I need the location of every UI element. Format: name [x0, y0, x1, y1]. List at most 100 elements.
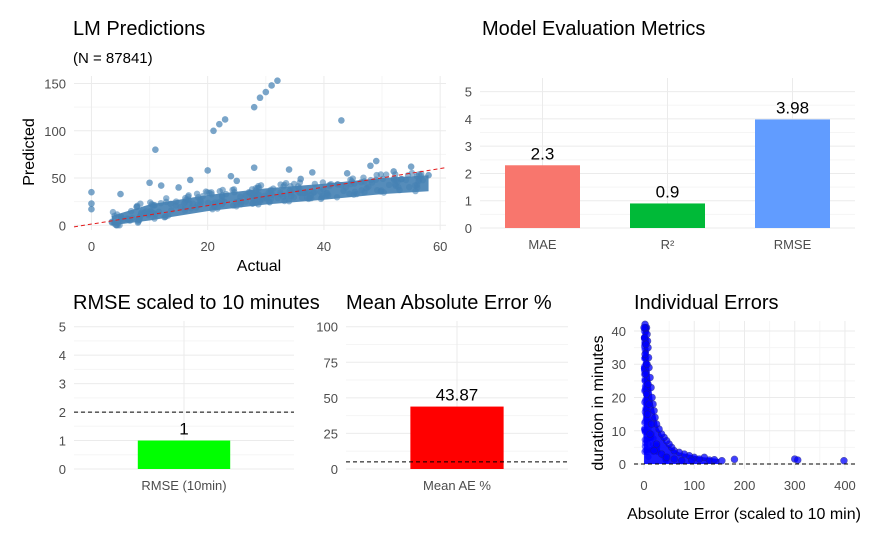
lm-point: [270, 185, 277, 192]
indiv-point: [645, 453, 652, 461]
indiv-tick-labels: 0 100 200 300 400 0 10 20 30 40: [612, 324, 856, 493]
lm-point: [268, 82, 275, 89]
lm-point: [250, 164, 258, 171]
lm-point: [242, 198, 250, 205]
indiv-point: [662, 453, 671, 462]
lm-title: LM Predictions: [73, 18, 205, 40]
lm-y-tick-label: 150: [44, 77, 66, 92]
indiv-point: [652, 440, 661, 448]
lm-point: [324, 189, 331, 197]
lm-point: [294, 183, 302, 190]
indiv-y-tick-label: 30: [612, 357, 626, 372]
lm-point: [311, 188, 318, 196]
lm-point: [277, 181, 284, 188]
lm-point: [265, 198, 273, 205]
lm-point: [175, 184, 182, 191]
lm-point: [88, 188, 95, 196]
indiv-point: [642, 340, 650, 348]
lm-gridlines: [74, 76, 446, 230]
metrics-y-tick-label: 4: [465, 112, 472, 127]
mae-y-tick-label: 50: [324, 391, 338, 406]
lm-point: [193, 190, 201, 198]
lm-point: [250, 103, 258, 111]
lm-point: [146, 179, 153, 187]
lm-point: [285, 198, 293, 205]
indiv-x-tick-label: 0: [640, 478, 647, 493]
lm-point: [181, 207, 189, 214]
lm-point: [155, 208, 163, 216]
rmse-scaled-panel: RMSE scaled to 10 minutes 1 RMSE (10min)…: [59, 292, 320, 493]
indiv-point: [646, 430, 654, 438]
metrics-bar: [755, 119, 830, 228]
indiv-point: [640, 323, 648, 332]
lm-point: [185, 196, 192, 203]
lm-point: [249, 200, 257, 207]
metrics-y-tick-label: 1: [465, 194, 472, 209]
lm-point: [215, 199, 222, 206]
indiv-point: [718, 456, 726, 465]
metrics-bar: [630, 203, 705, 228]
indiv-point: [644, 446, 651, 453]
lm-point: [425, 171, 432, 179]
lm-point: [134, 217, 142, 224]
lm-point: [367, 162, 374, 170]
lm-point: [233, 177, 241, 185]
metrics-y-tick-label: 2: [465, 166, 472, 181]
indiv-point: [695, 455, 703, 463]
indiv-x-label: Absolute Error (scaled to 10 min): [627, 506, 861, 523]
lm-point: [343, 170, 351, 177]
mae-y-tick-label: 100: [316, 320, 338, 335]
lm-point: [406, 183, 413, 191]
lm-point: [255, 191, 263, 198]
indiv-point: [643, 360, 651, 368]
lm-y-label: Predicted: [21, 118, 38, 186]
indiv-title: Individual Errors: [634, 292, 779, 314]
lm-point: [288, 192, 295, 200]
indiv-point: [678, 456, 686, 465]
indiv-x-tick-label: 400: [834, 478, 856, 493]
lm-point: [357, 178, 365, 186]
metrics-y-tick-label: 0: [465, 221, 472, 236]
lm-point: [285, 166, 293, 173]
metrics-data-label: 0.9: [656, 182, 680, 201]
mae-title: Mean Absolute Error %: [346, 292, 552, 314]
lm-point: [351, 188, 359, 196]
mae-tick-labels: Mean AE % 0 25 50 75 100: [316, 320, 491, 493]
rmse-bars: 1: [137, 420, 231, 469]
lm-point: [126, 217, 134, 224]
lm-point: [204, 167, 211, 174]
rmse-tick-labels: RMSE (10min) 0 1 2 3 4 5: [59, 320, 227, 493]
lm-point: [117, 190, 124, 198]
metrics-data-label: 3.98: [776, 98, 809, 117]
metrics-data-label: 2.3: [531, 144, 555, 163]
rmse-x-tick-label: RMSE (10min): [141, 478, 226, 493]
indiv-point: [670, 455, 678, 463]
lm-point: [172, 198, 180, 205]
lm-x-tick-label: 40: [317, 239, 331, 254]
indiv-point: [641, 350, 649, 358]
mae-y-tick-label: 25: [324, 426, 338, 441]
indiv-point: [710, 455, 719, 464]
lm-y-tick-label: 0: [59, 218, 66, 233]
indiv-point: [644, 380, 652, 388]
lm-point: [232, 199, 240, 206]
individual-errors-panel: Individual Errors 0 100 200 300 400 0 10 20 30 40…: [590, 292, 861, 523]
lm-point: [162, 198, 170, 206]
lm-point: [385, 181, 393, 189]
lm-point: [262, 88, 270, 96]
lm-point: [319, 179, 327, 186]
lm-x-tick-label: 60: [433, 239, 447, 254]
metrics-bar: [505, 165, 580, 228]
metrics-bars: 2.3 0.9 3.98: [505, 98, 830, 228]
rmse-data-label: 1: [179, 420, 188, 439]
rmse-title: RMSE scaled to 10 minutes: [73, 292, 320, 314]
lm-tick-labels: 0 20 40 60 0 50 100 150: [44, 77, 447, 254]
lm-point: [257, 196, 264, 203]
lm-point-cloud: [108, 169, 429, 229]
lm-x-tick-label: 0: [88, 239, 95, 254]
indiv-x-tick-label: 200: [734, 478, 756, 493]
lm-point: [347, 176, 354, 184]
lm-points: [88, 77, 432, 213]
lm-point: [412, 187, 419, 195]
